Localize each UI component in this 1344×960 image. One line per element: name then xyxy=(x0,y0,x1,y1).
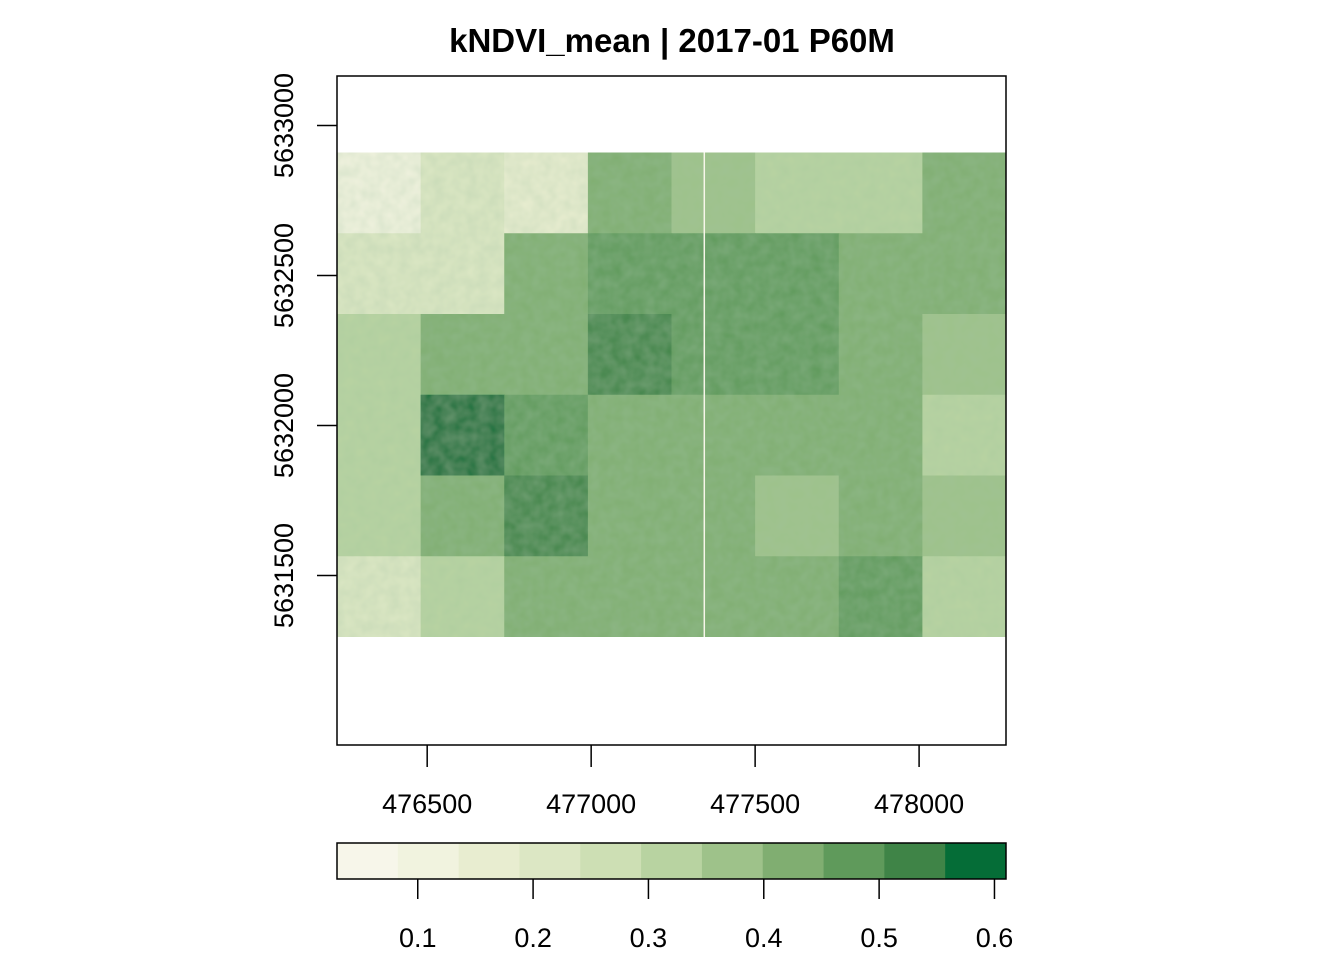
raster-cell xyxy=(922,233,1006,315)
raster-cell xyxy=(671,152,756,234)
x-tick-label: 477000 xyxy=(546,789,636,819)
raster-cell xyxy=(671,314,756,396)
legend-swatch xyxy=(762,843,824,879)
legend-swatch xyxy=(519,843,581,879)
raster-cell xyxy=(337,475,422,557)
raster-cell xyxy=(337,314,422,396)
x-axis: 476500 477000 477500 478000 xyxy=(382,745,964,819)
raster-cell xyxy=(587,233,673,315)
y-tick-label: 5631500 xyxy=(269,523,299,628)
color-legend: 0.1 0.2 0.3 0.4 0.5 0.6 xyxy=(336,842,1014,953)
raster-cell xyxy=(420,314,505,396)
legend-tick-label: 0.1 xyxy=(399,923,437,953)
raster-cell xyxy=(337,556,422,637)
raster-cell xyxy=(504,475,589,557)
raster-cell xyxy=(838,233,923,315)
legend-swatch xyxy=(641,843,703,879)
plot-frame xyxy=(336,75,1007,746)
raster-cell xyxy=(922,556,1006,637)
raster-cell xyxy=(420,152,505,234)
y-tick-label: 5633000 xyxy=(269,73,299,178)
raster-cell xyxy=(755,394,840,477)
raster-cell xyxy=(755,233,840,315)
legend-swatch xyxy=(458,843,520,879)
raster-cell xyxy=(337,152,422,234)
raster-cell xyxy=(420,556,505,637)
raster-cell xyxy=(838,314,923,396)
raster-cell xyxy=(922,475,1006,557)
legend-frame xyxy=(336,842,1007,880)
y-axis: 5631500 5632000 5632500 5633000 xyxy=(269,73,337,628)
legend-swatch xyxy=(701,843,764,879)
raster-cell xyxy=(671,556,756,637)
raster-cell xyxy=(587,475,673,557)
raster-cell xyxy=(671,475,756,557)
raster-cell xyxy=(755,314,840,396)
raster-cell xyxy=(504,394,589,477)
raster-cell xyxy=(504,556,589,637)
legend-swatch xyxy=(580,843,642,879)
raster-cell xyxy=(420,394,505,477)
x-tick-label: 476500 xyxy=(382,789,472,819)
legend-tick-label: 0.3 xyxy=(630,923,668,953)
raster-cell xyxy=(337,394,422,477)
legend-tick-label: 0.6 xyxy=(976,923,1014,953)
raster-cell xyxy=(587,152,673,234)
raster-cell xyxy=(504,152,589,234)
raster-cell xyxy=(587,314,673,396)
legend-swatch xyxy=(884,843,946,879)
raster-cell xyxy=(755,556,840,637)
legend-tick-label: 0.4 xyxy=(745,923,783,953)
legend-swatch xyxy=(397,843,460,879)
raster-cell xyxy=(671,233,756,315)
raster-cell xyxy=(671,394,756,477)
x-tick-label: 478000 xyxy=(874,789,964,819)
raster-cell xyxy=(504,314,589,396)
raster-cell xyxy=(420,233,505,315)
legend-swatch xyxy=(945,843,1007,879)
raster-cell xyxy=(838,394,923,477)
raster-cell xyxy=(838,556,923,637)
raster-cell xyxy=(504,233,589,315)
legend-swatch xyxy=(337,843,399,879)
raster-cell xyxy=(838,152,923,234)
legend-swatch xyxy=(823,843,885,879)
legend-tick-label: 0.5 xyxy=(860,923,898,953)
kndvi-raster xyxy=(337,152,1006,637)
y-tick-label: 5632000 xyxy=(269,373,299,478)
raster-cell xyxy=(838,475,923,557)
x-tick-label: 477500 xyxy=(710,789,800,819)
raster-cell xyxy=(420,475,505,557)
legend-tick-label: 0.2 xyxy=(514,923,552,953)
chart-title: kNDVI_mean | 2017-01 P60M xyxy=(449,22,895,59)
raster-cell xyxy=(755,475,840,557)
raster-cell xyxy=(922,314,1006,396)
y-tick-label: 5632500 xyxy=(269,223,299,328)
raster-cell xyxy=(587,556,673,637)
raster-cell xyxy=(755,152,840,234)
raster-cell xyxy=(922,394,1006,477)
raster-cell xyxy=(922,152,1006,234)
raster-cell xyxy=(587,394,673,477)
raster-cell xyxy=(337,233,422,315)
raster-cells xyxy=(337,152,1006,637)
